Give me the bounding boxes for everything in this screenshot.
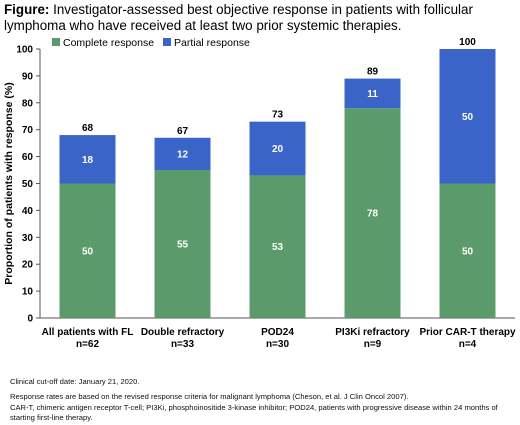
x-category-label: PI3Ki refractory xyxy=(335,327,410,338)
x-category-label: n=62 xyxy=(76,339,100,350)
bar-segment-partial xyxy=(344,78,401,109)
y-tick-label: 70 xyxy=(22,125,34,136)
bar-segment-label: 50 xyxy=(82,246,94,257)
bar-segment-complete xyxy=(59,183,116,318)
bar-total-label: 67 xyxy=(177,126,189,137)
bar-segment-label: 20 xyxy=(272,144,284,155)
y-tick-label: 50 xyxy=(22,179,34,190)
y-tick-label: 30 xyxy=(22,233,34,244)
y-tick-label: 0 xyxy=(27,314,33,325)
bar-segment-complete xyxy=(249,175,306,318)
bar-total-label: 68 xyxy=(82,123,94,134)
bar-segment-complete xyxy=(344,108,401,319)
figure-title-text: Investigator-assessed best objective res… xyxy=(4,2,473,33)
legend-label: Complete response xyxy=(63,37,154,49)
y-tick-label: 20 xyxy=(22,260,34,271)
legend-label: Partial response xyxy=(174,37,250,49)
bar-segment-label: 12 xyxy=(177,149,189,160)
x-category-label: n=30 xyxy=(266,339,290,350)
y-tick-label: 80 xyxy=(22,98,34,109)
x-category-label: n=4 xyxy=(459,339,477,350)
x-category-label: POD24 xyxy=(261,327,294,338)
y-tick-label: 90 xyxy=(22,71,34,82)
criteria-note: Response rates are based on the revised … xyxy=(10,392,409,402)
bar-segment-partial xyxy=(154,137,211,171)
y-tick-label: 10 xyxy=(22,287,34,298)
bar-total-label: 73 xyxy=(272,110,284,121)
y-tick-label: 40 xyxy=(22,206,34,217)
x-category-label: All patients with FL xyxy=(42,327,134,338)
x-category-label: n=33 xyxy=(171,339,195,350)
bar-total-label: 89 xyxy=(367,67,379,78)
abbreviations-note: CAR-T, chimeric antigen receptor T-cell;… xyxy=(10,402,498,423)
x-category-label: Double refractory xyxy=(141,327,225,338)
y-axis-title: Proportion of patients with response (%) xyxy=(3,82,15,284)
bar-total-label: 100 xyxy=(459,37,476,48)
legend-swatch-complete xyxy=(52,38,60,46)
bar-segment-complete xyxy=(439,183,496,318)
cutoff-note: Clinical cut-off date: January 21, 2020. xyxy=(10,377,140,386)
bar-segment-label: 78 xyxy=(367,209,379,220)
legend-swatch-partial xyxy=(163,38,171,46)
bar-segment-partial xyxy=(59,135,116,184)
footnotes: Clinical cut-off date: January 21, 2020.… xyxy=(10,377,515,424)
y-tick-label: 100 xyxy=(16,45,33,56)
figure-label: Figure: xyxy=(4,2,50,17)
bar-segment-label: 11 xyxy=(367,89,378,100)
bar-segment-label: 53 xyxy=(272,242,284,253)
x-category-label: Prior CAR-T therapy xyxy=(419,327,516,338)
bar-segment-label: 55 xyxy=(177,240,189,251)
bar-segment-label: 50 xyxy=(462,246,474,257)
bar-segment-partial xyxy=(439,49,496,184)
y-tick-label: 60 xyxy=(22,152,34,163)
bar-segment-label: 18 xyxy=(82,155,94,166)
x-category-label: n=9 xyxy=(364,339,382,350)
stacked-bar-chart: 0 10 20 30 40 50 60 70 80 90 100 Proportion of pati… xyxy=(3,37,516,350)
bar-segment-label: 50 xyxy=(462,112,474,123)
figure-title: Figure: Investigator-assessed best objec… xyxy=(4,2,516,34)
bar-segment-complete xyxy=(154,170,211,318)
bar-segment-partial xyxy=(249,121,306,176)
